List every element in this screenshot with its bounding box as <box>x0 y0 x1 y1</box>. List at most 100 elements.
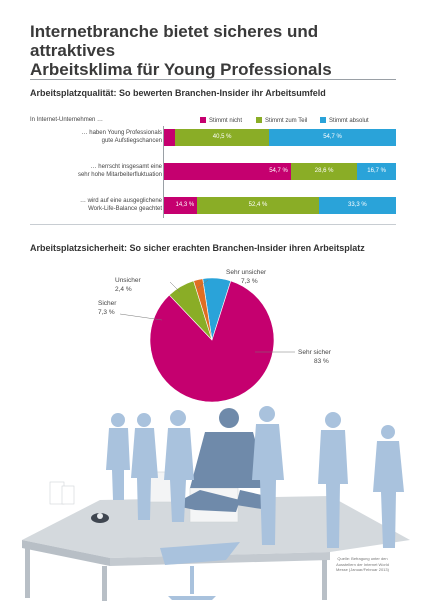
bar-chart-bottom-rule <box>30 224 396 225</box>
chair-seat <box>160 542 240 565</box>
legend-stimmt-absolut: Stimmt absolut <box>320 117 369 125</box>
leader-line-unsicher <box>169 281 181 293</box>
legend-swatch-magenta <box>200 117 206 123</box>
desk-edge <box>22 540 110 566</box>
standing-figure-5 <box>318 412 348 548</box>
bar-value-label: 16,7 % <box>367 168 386 174</box>
bar-value-label: 14,3 % <box>175 202 195 208</box>
leader-line-sicher <box>119 313 163 321</box>
bar-segment <box>175 129 270 146</box>
figure-head <box>219 408 239 428</box>
legend-label: Stimmt zum Teil <box>265 118 308 124</box>
bar-row-label-line: Work-Life-Balance geachtet <box>88 205 162 212</box>
figure-head <box>170 410 186 426</box>
figure-head <box>111 413 125 427</box>
pie-leader-lines <box>119 279 295 353</box>
figure-head <box>325 412 341 428</box>
pie-label-sicher: Sicher 7,3 % <box>98 299 116 317</box>
standing-figure-1 <box>106 413 130 500</box>
standing-figure-2 <box>131 413 158 520</box>
bar-segment <box>164 129 176 146</box>
figure-body <box>318 430 348 548</box>
pie-label-sehr-sicher: Sehr sicher 83 % <box>298 348 331 366</box>
title-line-2: Arbeitsklima für Young Professionals <box>30 60 332 79</box>
figure-body <box>164 428 194 522</box>
desk-leg <box>322 560 327 600</box>
bar-row-label-2: … herrscht insgesamt eine sehr hohe Mita… <box>30 164 162 179</box>
bar-value-label: 33,3 % <box>348 202 367 208</box>
bar-value-label: 28,6 % <box>314 168 334 174</box>
section-1-heading: Arbeitsplatzqualität: So bewerten Branch… <box>30 88 326 98</box>
legend-stimmt-nicht: Stimmt nicht <box>200 117 242 125</box>
phone-dial-icon <box>97 513 103 519</box>
desk-leg <box>102 566 107 601</box>
source-line: Ausstellern der Internet World <box>336 561 389 567</box>
pie-slice-sehr-sicher <box>149 280 275 403</box>
leader-line-sehr-unsicher <box>197 279 209 289</box>
bar-row-label-line: sehr hohe Mitarbeiterfluktuation <box>77 171 162 178</box>
bar-row-label-line: … wird auf eine ausgeglichene <box>79 198 162 204</box>
pie-label-name: Sicher <box>98 300 117 307</box>
desk-item <box>61 485 75 505</box>
bar-segment <box>269 129 396 146</box>
section-2-heading: Arbeitsplatzsicherheit: So sicher eracht… <box>30 243 365 253</box>
office-desk-scene <box>22 471 410 601</box>
bar-row-label-line: … herrscht insgesamt eine <box>90 164 162 170</box>
bar-segment <box>290 163 358 180</box>
pie-label-sehr-unsicher: Sehr unsicher 7,3 % <box>226 268 266 286</box>
bar-segment <box>164 163 291 180</box>
standing-figure-6 <box>373 425 404 548</box>
pie-slice-unsicher <box>193 278 213 341</box>
bar-segment <box>164 197 198 214</box>
standing-figure-3 <box>164 410 194 522</box>
source-line: Messe (Januar/Februar 2013) <box>336 567 389 572</box>
chair-post <box>190 566 194 594</box>
legend-swatch-blue <box>320 117 326 123</box>
bar-value-label: 54,7 % <box>323 134 342 140</box>
bar-segment <box>318 197 396 214</box>
pie-label-unsicher: Unsicher 2,4 % <box>115 276 141 294</box>
figure-head <box>137 413 151 427</box>
desk-leg <box>25 548 30 598</box>
figure-body <box>106 428 130 500</box>
pie-label-name: Sehr sicher <box>298 349 331 356</box>
bar-row-label-line: gute Aufstiegschancen <box>101 137 162 144</box>
figure-body <box>190 432 268 488</box>
pie-label-value: 83 % <box>314 358 329 365</box>
pie-label-name: Unsicher <box>115 277 141 284</box>
bar-row-label-3: … wird auf eine ausgeglichene Work-Life-… <box>30 198 162 213</box>
legend-label: Stimmt absolut <box>329 118 369 124</box>
bar-row-label-line: … haben Young Professionals <box>81 130 162 136</box>
pie-label-value: 2,4 % <box>115 286 132 293</box>
section-1-subheading: In Internet-Unternehmen … <box>30 117 104 123</box>
figure-head <box>381 425 395 439</box>
bar-row-label-1: … haben Young Professionals gute Aufstie… <box>30 130 162 145</box>
infographic-title: Internetbranche bietet sicheres und attr… <box>30 22 400 79</box>
title-line-1: Internetbranche bietet sicheres und attr… <box>30 22 319 60</box>
bar-axis-line <box>163 126 164 218</box>
stacked-bar-2: 54,7 % 28,6 % 16,7 % <box>164 163 396 180</box>
chair-base <box>168 596 216 600</box>
source-note: Quelle: Befragung unter den Ausstellern … <box>325 556 400 573</box>
seated-man-figure <box>160 408 275 600</box>
section-1-rule <box>30 79 396 80</box>
legend-swatch-green <box>256 117 262 123</box>
bar-value-label: 52,4 % <box>248 202 268 208</box>
desk-surface <box>22 496 410 558</box>
standing-figures <box>106 406 404 548</box>
bar-segment <box>197 197 319 214</box>
stacked-bar-3: 14,3 % 52,4 % 33,3 % <box>164 197 396 214</box>
figure-body <box>373 441 404 548</box>
pie-label-name: Sehr unsicher <box>226 269 267 276</box>
figure-body <box>131 428 158 520</box>
standing-figure-4 <box>252 406 284 545</box>
pie-label-value: 7,3 % <box>241 278 258 285</box>
legend-stimmt-zum-teil: Stimmt zum Teil <box>256 117 307 125</box>
bar-segment <box>357 163 396 180</box>
pie-slices <box>149 277 275 403</box>
source-line: Quelle: Befragung unter den <box>337 556 388 561</box>
figure-body <box>252 424 284 545</box>
stacked-bar-1: 4,8 %40,5 %54,7 % <box>164 129 396 146</box>
